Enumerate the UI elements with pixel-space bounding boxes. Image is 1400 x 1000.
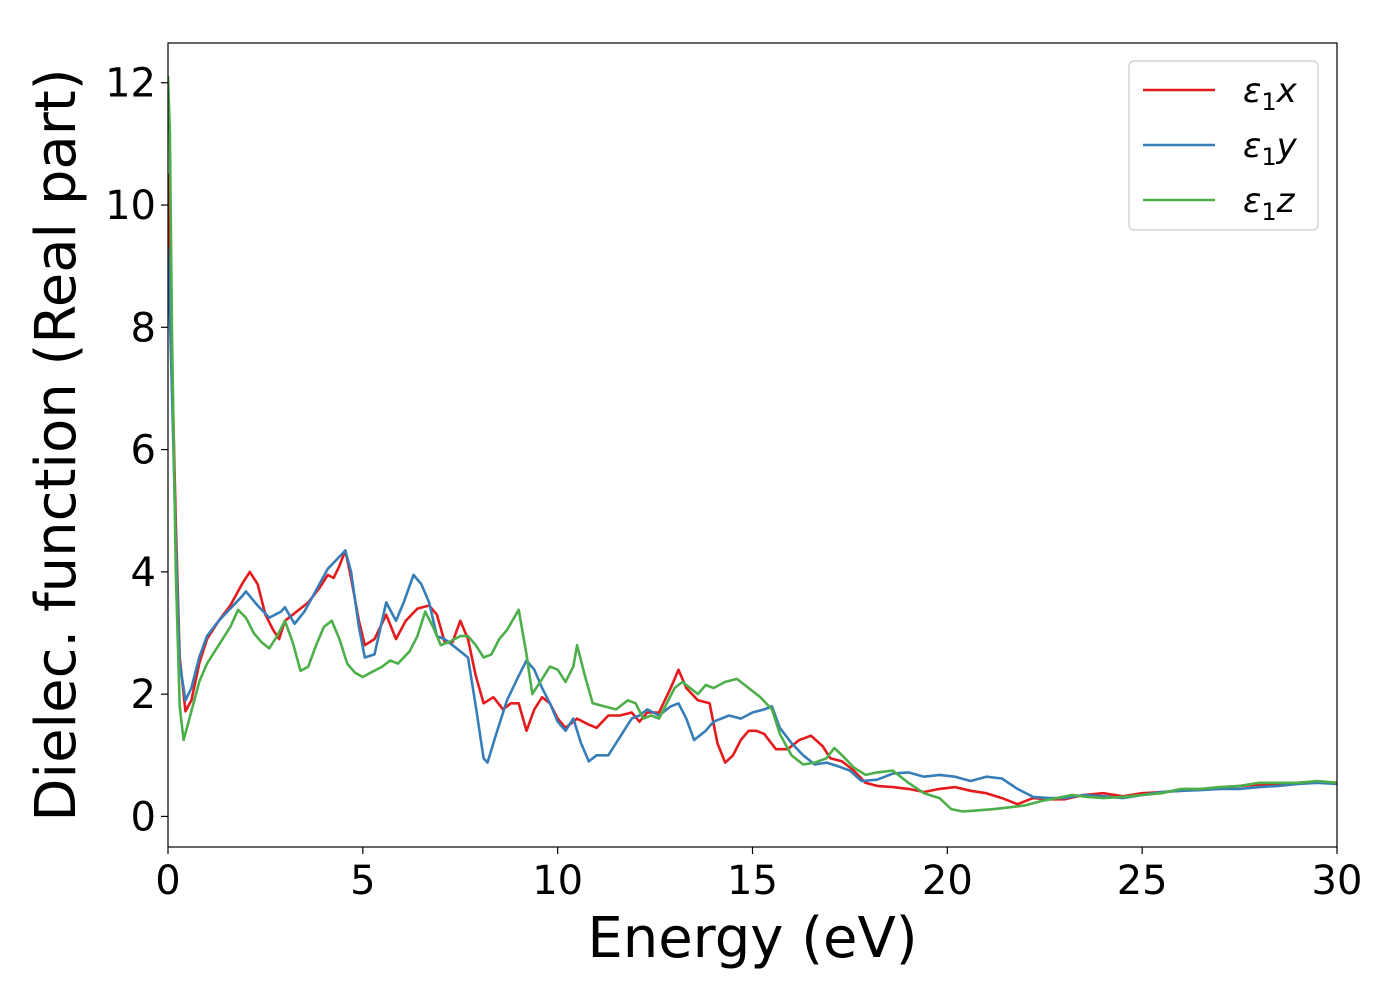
y-tick-label: 12 bbox=[105, 61, 156, 107]
x-axis-title: Energy (eV) bbox=[587, 906, 917, 971]
x-tick-label: 0 bbox=[155, 858, 180, 904]
x-tick-label: 10 bbox=[532, 858, 583, 904]
x-tick-label: 20 bbox=[922, 858, 973, 904]
x-tick-label: 30 bbox=[1312, 858, 1363, 904]
y-tick-label: 0 bbox=[131, 794, 156, 840]
legend-label-y: ε1y bbox=[1243, 126, 1298, 171]
legend: ε1x ε1y ε1z bbox=[1128, 60, 1319, 231]
y-tick-label: 6 bbox=[131, 428, 156, 474]
legend-label-z: ε1z bbox=[1243, 181, 1296, 226]
series-line-x bbox=[168, 173, 1337, 806]
legend-box bbox=[1128, 60, 1319, 231]
y-tick-label: 4 bbox=[131, 550, 156, 596]
x-tick-label: 15 bbox=[727, 858, 778, 904]
y-tick-label: 10 bbox=[105, 183, 156, 229]
series-line-y bbox=[168, 246, 1337, 800]
x-tick-label: 5 bbox=[350, 858, 375, 904]
y-tick-label: 8 bbox=[131, 305, 156, 351]
axis-ticks: 0 5 10 15 20 25 30 0 2 4 6 8 10 12 bbox=[105, 61, 1362, 904]
x-tick-label: 25 bbox=[1117, 858, 1168, 904]
y-axis-title: Dielec. function (Real part) bbox=[24, 68, 89, 821]
series-line-z bbox=[168, 75, 1337, 813]
plot-area bbox=[168, 75, 1337, 813]
legend-label-x: ε1x bbox=[1243, 71, 1298, 116]
y-tick-label: 2 bbox=[131, 672, 156, 718]
